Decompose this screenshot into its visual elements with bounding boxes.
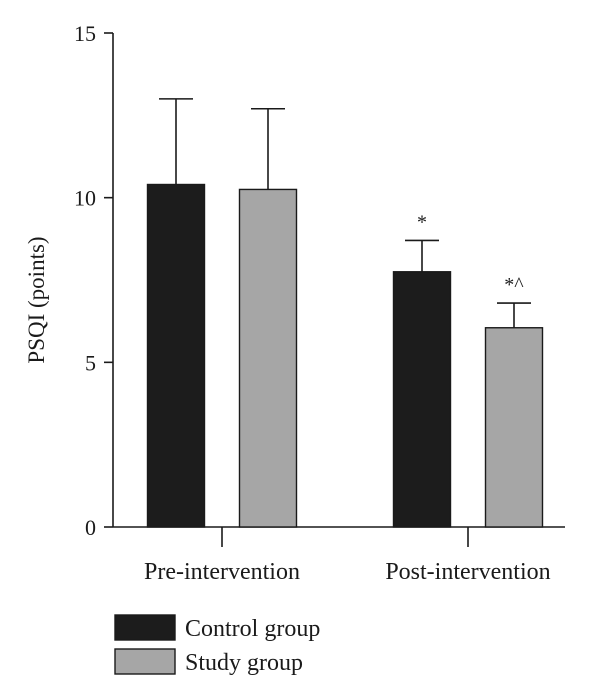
x-ticks: Pre-intervention Post-intervention: [144, 527, 551, 585]
bars: * *^: [146, 98, 544, 528]
y-tick-label: 0: [85, 515, 96, 540]
bar: [484, 327, 544, 528]
x-tick-label: Post-intervention: [385, 559, 550, 585]
plot-area: 0 5 10 15 * *^ Pre-intervention Post-interven…: [74, 21, 565, 585]
significance-marker: *: [417, 211, 427, 233]
bar: [146, 183, 206, 528]
bar: [392, 271, 452, 528]
y-tick-label: 5: [85, 350, 96, 375]
legend-label: Study group: [185, 650, 303, 676]
legend-swatch: [114, 614, 176, 641]
legend: Control group Study group: [114, 614, 320, 676]
x-tick-label: Pre-intervention: [144, 559, 300, 585]
y-tick-label: 10: [74, 186, 96, 211]
y-axis-title: PSQI (points): [24, 236, 49, 363]
y-ticks: 0 5 10 15: [74, 21, 113, 540]
significance-marker: *^: [504, 274, 524, 296]
legend-swatch: [114, 648, 176, 675]
bar: [238, 188, 298, 528]
y-tick-label: 15: [74, 21, 96, 46]
legend-label: Control group: [185, 616, 320, 642]
